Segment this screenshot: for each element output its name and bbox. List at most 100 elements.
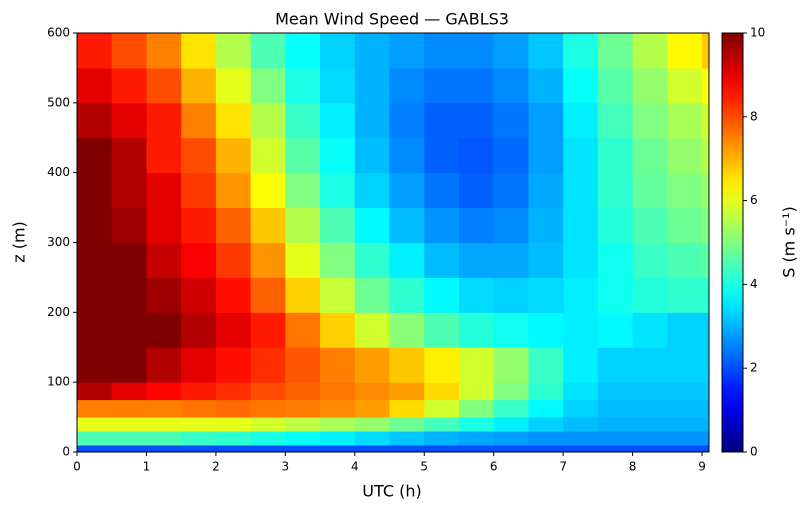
heatmap-cell bbox=[702, 67, 710, 104]
heatmap-cell bbox=[181, 207, 217, 243]
heatmap-cell bbox=[285, 277, 321, 313]
heatmap-cell bbox=[458, 347, 495, 383]
heatmap-cell bbox=[667, 399, 703, 418]
y-tick-label: 500 bbox=[47, 95, 70, 109]
heatmap-cell bbox=[667, 172, 703, 209]
heatmap-cell bbox=[458, 417, 495, 432]
heatmap-cell bbox=[702, 417, 710, 432]
heatmap-cell bbox=[77, 312, 113, 348]
heatmap-cell bbox=[215, 312, 252, 348]
heatmap-cell bbox=[215, 67, 252, 104]
heatmap-cell bbox=[389, 67, 425, 104]
heatmap-cell bbox=[146, 172, 182, 209]
heatmap-cell bbox=[702, 207, 710, 243]
heatmap-cell bbox=[528, 33, 564, 69]
heatmap-cell bbox=[181, 382, 217, 401]
heatmap-cell bbox=[458, 277, 495, 313]
heatmap-cell bbox=[563, 399, 599, 418]
heatmap-cell bbox=[250, 172, 286, 209]
heatmap-cell bbox=[111, 277, 147, 313]
colorbar-tick-label: 8 bbox=[750, 109, 758, 123]
heatmap-cell bbox=[215, 207, 252, 243]
heatmap-cell bbox=[320, 417, 356, 432]
heatmap-cell bbox=[597, 431, 634, 446]
heatmap-cell bbox=[250, 67, 286, 104]
heatmap-cell bbox=[702, 312, 710, 348]
y-tick-label: 600 bbox=[47, 26, 70, 40]
heatmap-cell bbox=[702, 347, 710, 383]
heatmap-cell bbox=[702, 33, 710, 69]
heatmap-cell bbox=[563, 172, 599, 209]
heatmap-cell bbox=[215, 172, 252, 209]
heatmap-cell bbox=[354, 137, 391, 174]
heatmap-cell bbox=[632, 102, 668, 139]
heatmap-cell bbox=[250, 445, 286, 453]
heatmap-cell bbox=[702, 382, 710, 401]
heatmap-cell bbox=[111, 172, 147, 209]
heatmap-cell bbox=[493, 417, 529, 432]
heatmap-cell bbox=[563, 347, 599, 383]
heatmap-cell bbox=[528, 382, 564, 401]
x-axis-label: UTC (h) bbox=[362, 482, 421, 501]
heatmap-cell bbox=[77, 399, 113, 418]
heatmap-cell bbox=[250, 399, 286, 418]
heatmap-cell bbox=[424, 445, 460, 453]
heatmap-cell bbox=[632, 399, 668, 418]
heatmap-cell bbox=[320, 347, 356, 383]
heatmap-cell bbox=[354, 399, 391, 418]
heatmap-cell bbox=[528, 207, 564, 243]
heatmap-cell bbox=[563, 277, 599, 313]
heatmap-cell bbox=[389, 445, 425, 453]
heatmap-cell bbox=[320, 172, 356, 209]
heatmap-cell bbox=[77, 102, 113, 139]
heatmap-cell bbox=[458, 399, 495, 418]
heatmap-cell bbox=[389, 207, 425, 243]
colorbar-tick-label: 0 bbox=[750, 445, 758, 459]
heatmap-cell bbox=[563, 382, 599, 401]
heatmap-cell bbox=[528, 67, 564, 104]
y-tick-label: 300 bbox=[47, 235, 70, 249]
heatmap-cell bbox=[111, 137, 147, 174]
heatmap-cell bbox=[389, 347, 425, 383]
heatmap-cell bbox=[424, 347, 460, 383]
heatmap-cell bbox=[667, 277, 703, 313]
heatmap-cell bbox=[389, 137, 425, 174]
heatmap-cell bbox=[632, 445, 668, 453]
heatmap-cell bbox=[285, 312, 321, 348]
heatmap-cell bbox=[458, 33, 495, 69]
heatmap-cell bbox=[597, 382, 634, 401]
heatmap-cell bbox=[111, 33, 147, 69]
heatmap-cell bbox=[563, 312, 599, 348]
heatmap-cell bbox=[493, 172, 529, 209]
heatmap-cell bbox=[424, 312, 460, 348]
heatmap-cell bbox=[389, 399, 425, 418]
heatmap-cell bbox=[111, 312, 147, 348]
heatmap-cell bbox=[320, 137, 356, 174]
heatmap-cell bbox=[250, 137, 286, 174]
heatmap-cell bbox=[77, 347, 113, 383]
heatmap-cell bbox=[458, 242, 495, 278]
heatmap-cell bbox=[250, 347, 286, 383]
heatmap-cell bbox=[632, 277, 668, 313]
heatmap-cell bbox=[493, 67, 529, 104]
heatmap-cell bbox=[597, 207, 634, 243]
heatmap-cell bbox=[285, 207, 321, 243]
heatmap-cell bbox=[354, 207, 391, 243]
heatmap-cell bbox=[77, 277, 113, 313]
heatmap-cell bbox=[77, 207, 113, 243]
heatmap-cell bbox=[285, 417, 321, 432]
heatmap-cell bbox=[597, 67, 634, 104]
heatmap-cell bbox=[528, 445, 564, 453]
x-tick-label: 8 bbox=[629, 460, 637, 474]
x-tick-label: 6 bbox=[490, 460, 498, 474]
heatmap-cell bbox=[424, 242, 460, 278]
heatmap-cell bbox=[632, 67, 668, 104]
y-tick-label: 0 bbox=[62, 445, 70, 459]
heatmap-cell bbox=[111, 347, 147, 383]
heatmap-cell bbox=[597, 242, 634, 278]
heatmap-cell bbox=[597, 347, 634, 383]
heatmap-cell bbox=[424, 382, 460, 401]
heatmap-cell bbox=[285, 67, 321, 104]
heatmap-cell bbox=[667, 102, 703, 139]
heatmap-cell bbox=[146, 102, 182, 139]
